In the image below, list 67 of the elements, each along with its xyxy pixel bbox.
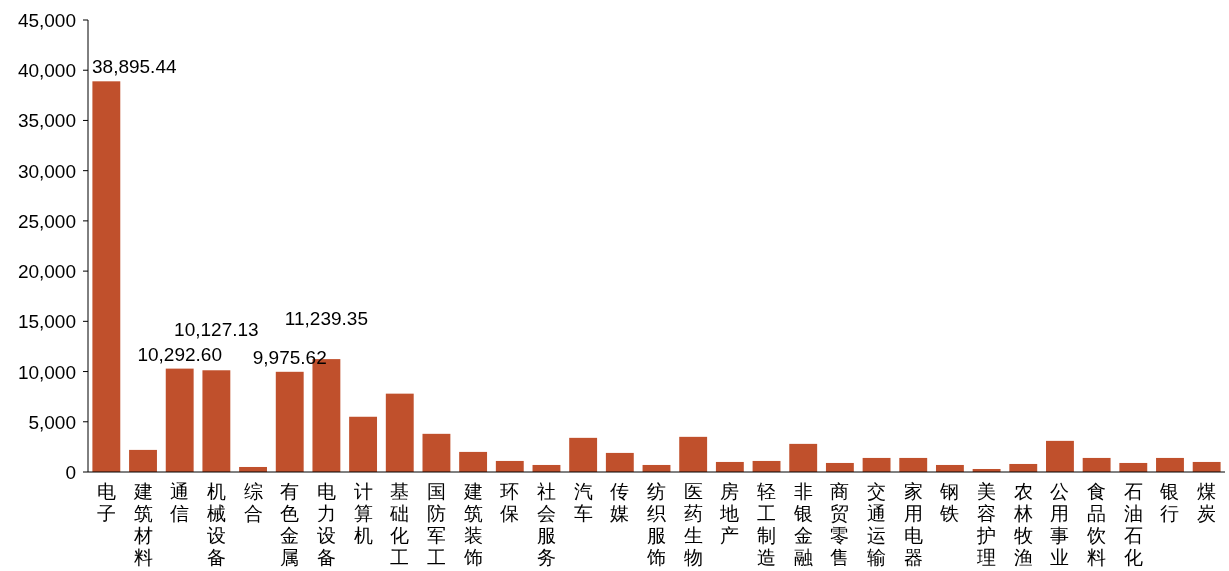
y-tick-label: 25,000 <box>17 210 76 232</box>
x-tick-label: 家用电器 <box>903 481 923 568</box>
y-tick-label: 35,000 <box>17 110 76 132</box>
x-tick-label: 银行 <box>1159 481 1180 524</box>
x-tick-label: 商贸零售 <box>830 481 850 568</box>
bar <box>679 436 708 472</box>
bar <box>459 451 488 472</box>
data-label: 9,975.62 <box>252 346 327 368</box>
x-tick-label: 交通运输 <box>867 481 887 568</box>
bar <box>1156 457 1184 472</box>
bar <box>715 461 744 472</box>
y-tick-label: 0 <box>65 462 76 483</box>
x-tick-label: 美容护理 <box>976 481 997 568</box>
x-tick-label: 通信 <box>170 481 190 524</box>
bar <box>349 416 378 472</box>
x-tick-label: 国防军工 <box>426 481 446 568</box>
y-tick-label: 10,000 <box>17 361 76 383</box>
bar <box>129 449 157 472</box>
bar <box>605 452 634 472</box>
y-tick-label: 45,000 <box>17 10 76 31</box>
bar <box>202 370 231 472</box>
data-label: 10,292.60 <box>137 343 222 365</box>
bar <box>275 371 304 472</box>
bar <box>569 437 598 472</box>
x-tick-label: 农林牧渔 <box>1012 481 1033 568</box>
y-tick-label: 40,000 <box>17 60 76 82</box>
bar <box>862 457 891 472</box>
x-tick-label: 机械设备 <box>206 481 226 568</box>
bar <box>1082 457 1111 472</box>
bar <box>165 368 194 472</box>
x-tick-label: 汽车 <box>573 481 593 524</box>
y-tick-label: 5,000 <box>28 411 76 433</box>
bar <box>385 393 414 472</box>
x-tick-label: 煤炭 <box>1197 481 1217 524</box>
data-label: 10,127.13 <box>174 319 259 341</box>
x-tick-label: 公用事业 <box>1050 481 1070 568</box>
x-tick-label: 轻工制造 <box>757 481 777 568</box>
x-tick-label: 电子 <box>96 481 116 524</box>
data-label: 11,239.35 <box>284 308 368 330</box>
x-tick-label: 纺织服饰 <box>646 481 666 568</box>
bar <box>422 433 451 472</box>
bar <box>1192 461 1221 472</box>
x-tick-label: 基础化工 <box>389 481 410 568</box>
x-tick-label: 非银金融 <box>792 481 813 568</box>
x-tick-label: 社会服务 <box>536 481 556 568</box>
x-tick-label: 建筑装饰 <box>462 481 483 568</box>
x-tick-label: 综合 <box>243 481 263 524</box>
y-tick-label: 20,000 <box>17 261 76 283</box>
x-tick-label: 食品饮料 <box>1086 481 1107 568</box>
x-tick-label: 计算机 <box>353 481 373 546</box>
x-tick-label: 医药生物 <box>683 481 703 568</box>
data-label: 38,895.44 <box>92 56 177 78</box>
x-tick-label: 房地产 <box>719 481 740 546</box>
y-tick-label: 15,000 <box>17 311 76 333</box>
bar <box>92 81 121 472</box>
x-tick-label: 建筑材料 <box>132 481 153 568</box>
bar <box>789 443 818 472</box>
x-tick-label: 电力设备 <box>316 481 336 568</box>
bar <box>495 460 524 472</box>
y-tick-label: 30,000 <box>17 160 76 182</box>
x-tick-label: 石油石化 <box>1123 481 1143 568</box>
x-tick-label: 钢铁 <box>939 481 960 524</box>
bar <box>899 457 928 472</box>
x-tick-label: 有色金属 <box>280 481 300 568</box>
x-tick-label: 环保 <box>500 481 520 524</box>
x-tick-label: 传媒 <box>610 481 630 524</box>
bar <box>1046 440 1074 472</box>
